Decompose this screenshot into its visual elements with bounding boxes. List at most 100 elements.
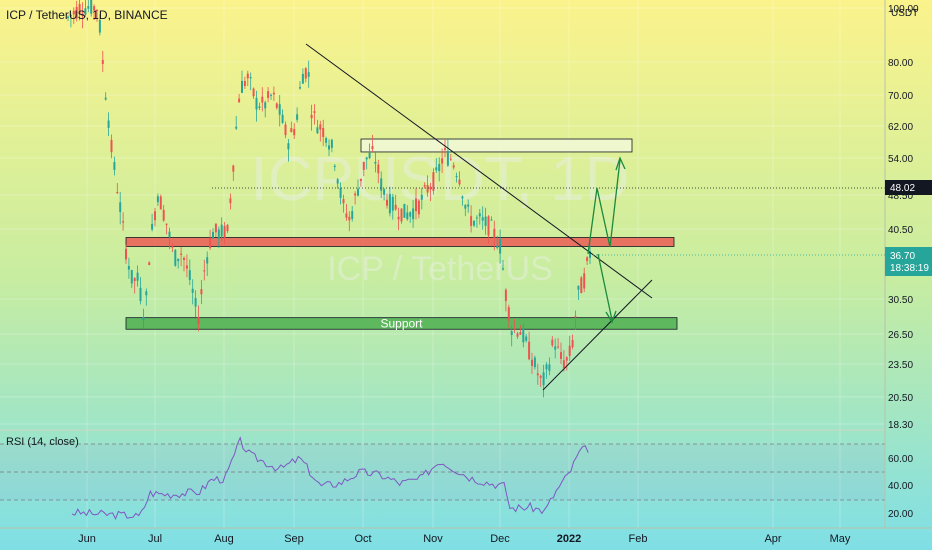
candle-body-3 — [75, 6, 78, 19]
alert-price-label: 48.02 — [890, 183, 915, 194]
rsi-title: RSI (14, close) — [6, 436, 79, 448]
candle-body-116 — [403, 203, 406, 218]
candle-body-77 — [290, 128, 293, 132]
ascending-trendline — [542, 279, 653, 391]
candle-body-2 — [72, 10, 75, 15]
y-tick-label-9: 23.50 — [888, 360, 913, 371]
candle-body-72 — [275, 103, 278, 108]
candle-body-41 — [185, 265, 188, 269]
candle-body-97 — [348, 216, 351, 221]
candle-body-68 — [264, 102, 267, 109]
candle-body-108 — [380, 178, 383, 191]
candle-body-34 — [165, 223, 168, 225]
candle-body-138 — [467, 204, 470, 207]
candle-body-131 — [446, 150, 449, 166]
candle-body-71 — [272, 92, 275, 95]
candle-body-153 — [510, 331, 513, 336]
candle-body-155 — [516, 333, 519, 337]
candle-body-91 — [330, 139, 333, 148]
candle-body-87 — [319, 124, 322, 130]
candle-body-13 — [104, 97, 107, 100]
projection-arrowhead-down — [605, 310, 617, 324]
candle-body-149 — [499, 239, 502, 254]
candle-body-51 — [214, 223, 217, 233]
rsi-tick-label-2: 20.00 — [888, 509, 913, 520]
candle-body-8 — [90, 0, 93, 14]
candle-body-160 — [531, 359, 533, 366]
candle-body-135 — [458, 179, 461, 185]
candle-body-0 — [67, 16, 69, 19]
candle-body-174 — [571, 339, 574, 348]
candle-body-47 — [203, 270, 206, 272]
x-tick-label-5: Nov — [423, 533, 443, 545]
candle-body-168 — [554, 346, 557, 350]
candle-body-99 — [354, 193, 357, 196]
candle-body-11 — [98, 19, 101, 33]
candle-body-63 — [249, 77, 252, 79]
watermark-big: ICPUSDT, 1D — [251, 145, 630, 214]
candle-body-115 — [400, 208, 403, 222]
candle-body-70 — [270, 94, 272, 96]
rsi-pane — [0, 436, 885, 521]
candle-body-14 — [107, 120, 110, 128]
candle-body-62 — [246, 73, 249, 79]
candle-body-36 — [171, 246, 174, 248]
candle-body-177 — [580, 277, 583, 294]
candle-body-42 — [188, 270, 191, 280]
candle-body-112 — [391, 196, 394, 211]
candle-body-20 — [125, 248, 127, 260]
candle-body-163 — [539, 375, 542, 378]
candle-body-1 — [69, 15, 72, 17]
candle-body-162 — [536, 373, 539, 376]
zones: Support — [125, 138, 678, 330]
candle-body-103 — [365, 157, 368, 160]
candle-body-121 — [417, 200, 420, 215]
rsi-tick-label-1: 40.00 — [888, 481, 913, 492]
candle-body-124 — [426, 185, 429, 193]
candle-body-110 — [386, 199, 388, 206]
candle-body-141 — [475, 217, 478, 219]
candle-body-171 — [562, 360, 565, 368]
candle-body-107 — [377, 164, 380, 174]
candle-body-50 — [212, 231, 214, 239]
candle-body-7 — [87, 6, 90, 9]
candle-body-132 — [449, 158, 452, 160]
candle-body-148 — [496, 245, 499, 248]
candle-body-166 — [548, 364, 551, 371]
y-tick-label-7: 30.50 — [888, 295, 913, 306]
candle-body-61 — [243, 80, 246, 87]
price-axis: 100.00 80.00 70.00 62.00 54.00 48.50 40.50 30.5… — [888, 4, 919, 520]
candle-body-43 — [191, 288, 194, 293]
candle-body-18 — [119, 202, 122, 213]
candle-body-139 — [470, 216, 473, 226]
candle-body-21 — [127, 265, 130, 270]
watermark-small: ICP / TetherUS — [327, 250, 553, 288]
candle-body-38 — [177, 258, 180, 262]
x-tick-label-6: Dec — [490, 533, 510, 545]
zone-1 — [125, 237, 675, 247]
candle-body-56 — [229, 198, 232, 204]
candle-body-9 — [93, 6, 96, 11]
x-tick-label-8: Feb — [629, 533, 648, 545]
candle-body-134 — [455, 176, 458, 178]
x-tick-label-2: Aug — [214, 533, 234, 545]
candle-body-90 — [328, 145, 330, 150]
time-axis: Jun Jul Aug Sep Oct Nov Dec 2022 Feb Apr May — [78, 533, 851, 545]
candle-body-44 — [194, 297, 197, 307]
y-tick-label-2: 70.00 — [888, 91, 913, 102]
candle-body-27 — [145, 291, 148, 296]
candle-body-66 — [258, 106, 261, 108]
candle-body-73 — [278, 104, 281, 115]
candle-body-10 — [96, 10, 98, 12]
y-tick-label-11: 18.30 — [888, 420, 913, 431]
candle-body-48 — [206, 257, 209, 264]
x-tick-label-3: Sep — [284, 533, 304, 545]
candle-body-12 — [101, 59, 104, 64]
candle-body-120 — [415, 198, 417, 212]
y-tick-label-8: 26.50 — [888, 330, 913, 341]
candle-body-104 — [368, 152, 371, 159]
projection-up — [587, 159, 621, 255]
y-tick-label-1: 80.00 — [888, 58, 913, 69]
